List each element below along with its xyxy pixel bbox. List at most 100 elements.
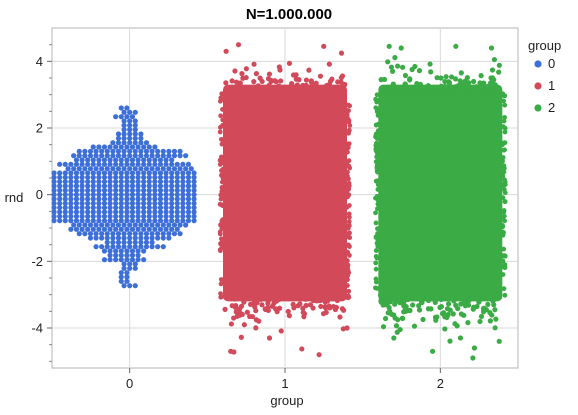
legend-marker-1[interactable] <box>534 82 542 90</box>
data-point-group-0 <box>185 170 192 176</box>
data-point-group-2 <box>448 74 455 80</box>
legend[interactable]: group 0 1 2 <box>528 38 561 115</box>
data-point-group-0 <box>174 179 180 185</box>
data-point-group-1 <box>219 179 225 185</box>
data-point-group-1 <box>334 297 340 304</box>
data-point-group-0 <box>51 196 57 202</box>
data-point-group-0 <box>96 161 102 167</box>
legend-label-2[interactable]: 2 <box>548 100 555 115</box>
data-point-group-0 <box>141 174 147 180</box>
data-point-group-0 <box>146 183 152 189</box>
data-point-group-0 <box>141 226 147 232</box>
data-point-group-0 <box>152 226 158 232</box>
data-point-group-0 <box>57 170 63 176</box>
data-point-group-0 <box>191 196 197 202</box>
data-point-group-0 <box>149 222 155 228</box>
data-point-group-2 <box>407 86 413 92</box>
data-point-group-0 <box>101 196 108 202</box>
data-point-group-2 <box>500 258 506 264</box>
data-point-group-2 <box>476 299 482 305</box>
data-point-group-2 <box>462 78 468 84</box>
data-point-group-1 <box>233 303 239 309</box>
data-point-group-0 <box>141 144 147 150</box>
data-point-group-1 <box>218 136 224 142</box>
data-point-group-0 <box>62 200 68 206</box>
data-point-group-2 <box>500 195 506 201</box>
data-point-group-0 <box>87 148 94 154</box>
data-point-group-0 <box>124 170 130 176</box>
data-point-group-0 <box>129 205 136 211</box>
data-point-group-1 <box>218 294 224 300</box>
data-point-group-2 <box>378 298 384 304</box>
data-point-group-0 <box>62 174 68 180</box>
data-point-group-0 <box>68 218 74 224</box>
data-point-group-1 <box>286 60 293 66</box>
data-point-group-0 <box>129 114 136 120</box>
data-point-group-0 <box>99 166 105 172</box>
data-point-group-0 <box>85 174 91 180</box>
data-point-group-2 <box>382 302 388 308</box>
legend-label-0[interactable]: 0 <box>548 56 555 71</box>
data-point-group-1 <box>296 77 302 83</box>
data-point-group-1 <box>278 78 284 84</box>
data-point-group-0 <box>157 200 164 206</box>
data-point-group-0 <box>124 144 130 150</box>
data-point-group-0 <box>149 235 155 241</box>
data-point-group-0 <box>191 213 197 219</box>
data-point-group-0 <box>99 244 105 250</box>
data-point-group-0 <box>73 157 80 163</box>
data-point-group-1 <box>278 328 284 334</box>
data-point-group-1 <box>333 304 340 311</box>
data-point-group-0 <box>85 161 91 167</box>
data-point-group-0 <box>118 205 124 211</box>
data-point-group-0 <box>101 179 108 185</box>
data-point-group-2 <box>428 69 434 75</box>
data-point-group-0 <box>121 148 127 154</box>
data-point-group-0 <box>127 153 133 159</box>
data-point-group-0 <box>124 205 130 211</box>
data-point-group-0 <box>115 131 122 137</box>
data-point-group-0 <box>132 148 138 154</box>
data-point-group-0 <box>124 174 130 180</box>
data-point-group-0 <box>124 218 130 224</box>
data-point-group-2 <box>432 299 438 305</box>
data-point-group-1 <box>346 230 352 236</box>
data-point-group-0 <box>174 192 180 198</box>
data-point-group-1 <box>346 192 352 198</box>
data-point-group-0 <box>51 183 57 189</box>
data-point-group-0 <box>57 205 63 211</box>
data-point-group-0 <box>141 170 147 176</box>
data-point-group-0 <box>121 131 127 137</box>
data-point-group-2 <box>403 85 409 92</box>
data-point-group-0 <box>113 213 119 219</box>
data-point-group-1 <box>282 293 288 299</box>
data-point-group-0 <box>121 283 127 289</box>
legend-marker-2[interactable] <box>534 104 542 112</box>
data-point-group-1 <box>346 288 352 294</box>
data-point-group-0 <box>118 209 124 215</box>
data-point-group-1 <box>244 309 250 315</box>
data-point-group-0 <box>113 192 119 198</box>
data-point-group-1 <box>277 90 284 96</box>
data-point-group-1 <box>219 185 225 190</box>
data-point-group-1 <box>228 321 235 327</box>
legend-marker-0[interactable] <box>534 60 542 68</box>
data-point-group-0 <box>191 170 197 176</box>
data-point-group-1 <box>241 322 247 328</box>
data-point-group-0 <box>149 239 155 245</box>
data-point-group-1 <box>251 79 257 85</box>
data-point-group-0 <box>146 200 152 206</box>
data-point-group-0 <box>143 244 150 250</box>
data-point-group-0 <box>129 183 136 189</box>
data-point-group-0 <box>121 118 127 124</box>
data-point-group-2 <box>407 90 414 96</box>
legend-label-1[interactable]: 1 <box>548 78 555 93</box>
data-point-group-2 <box>419 299 425 306</box>
data-point-group-0 <box>146 205 152 211</box>
data-point-group-0 <box>51 209 57 215</box>
data-point-group-1 <box>269 85 276 92</box>
data-point-group-0 <box>191 179 197 185</box>
data-point-group-1 <box>268 77 274 83</box>
data-point-group-0 <box>57 161 63 167</box>
data-point-group-2 <box>471 78 477 85</box>
